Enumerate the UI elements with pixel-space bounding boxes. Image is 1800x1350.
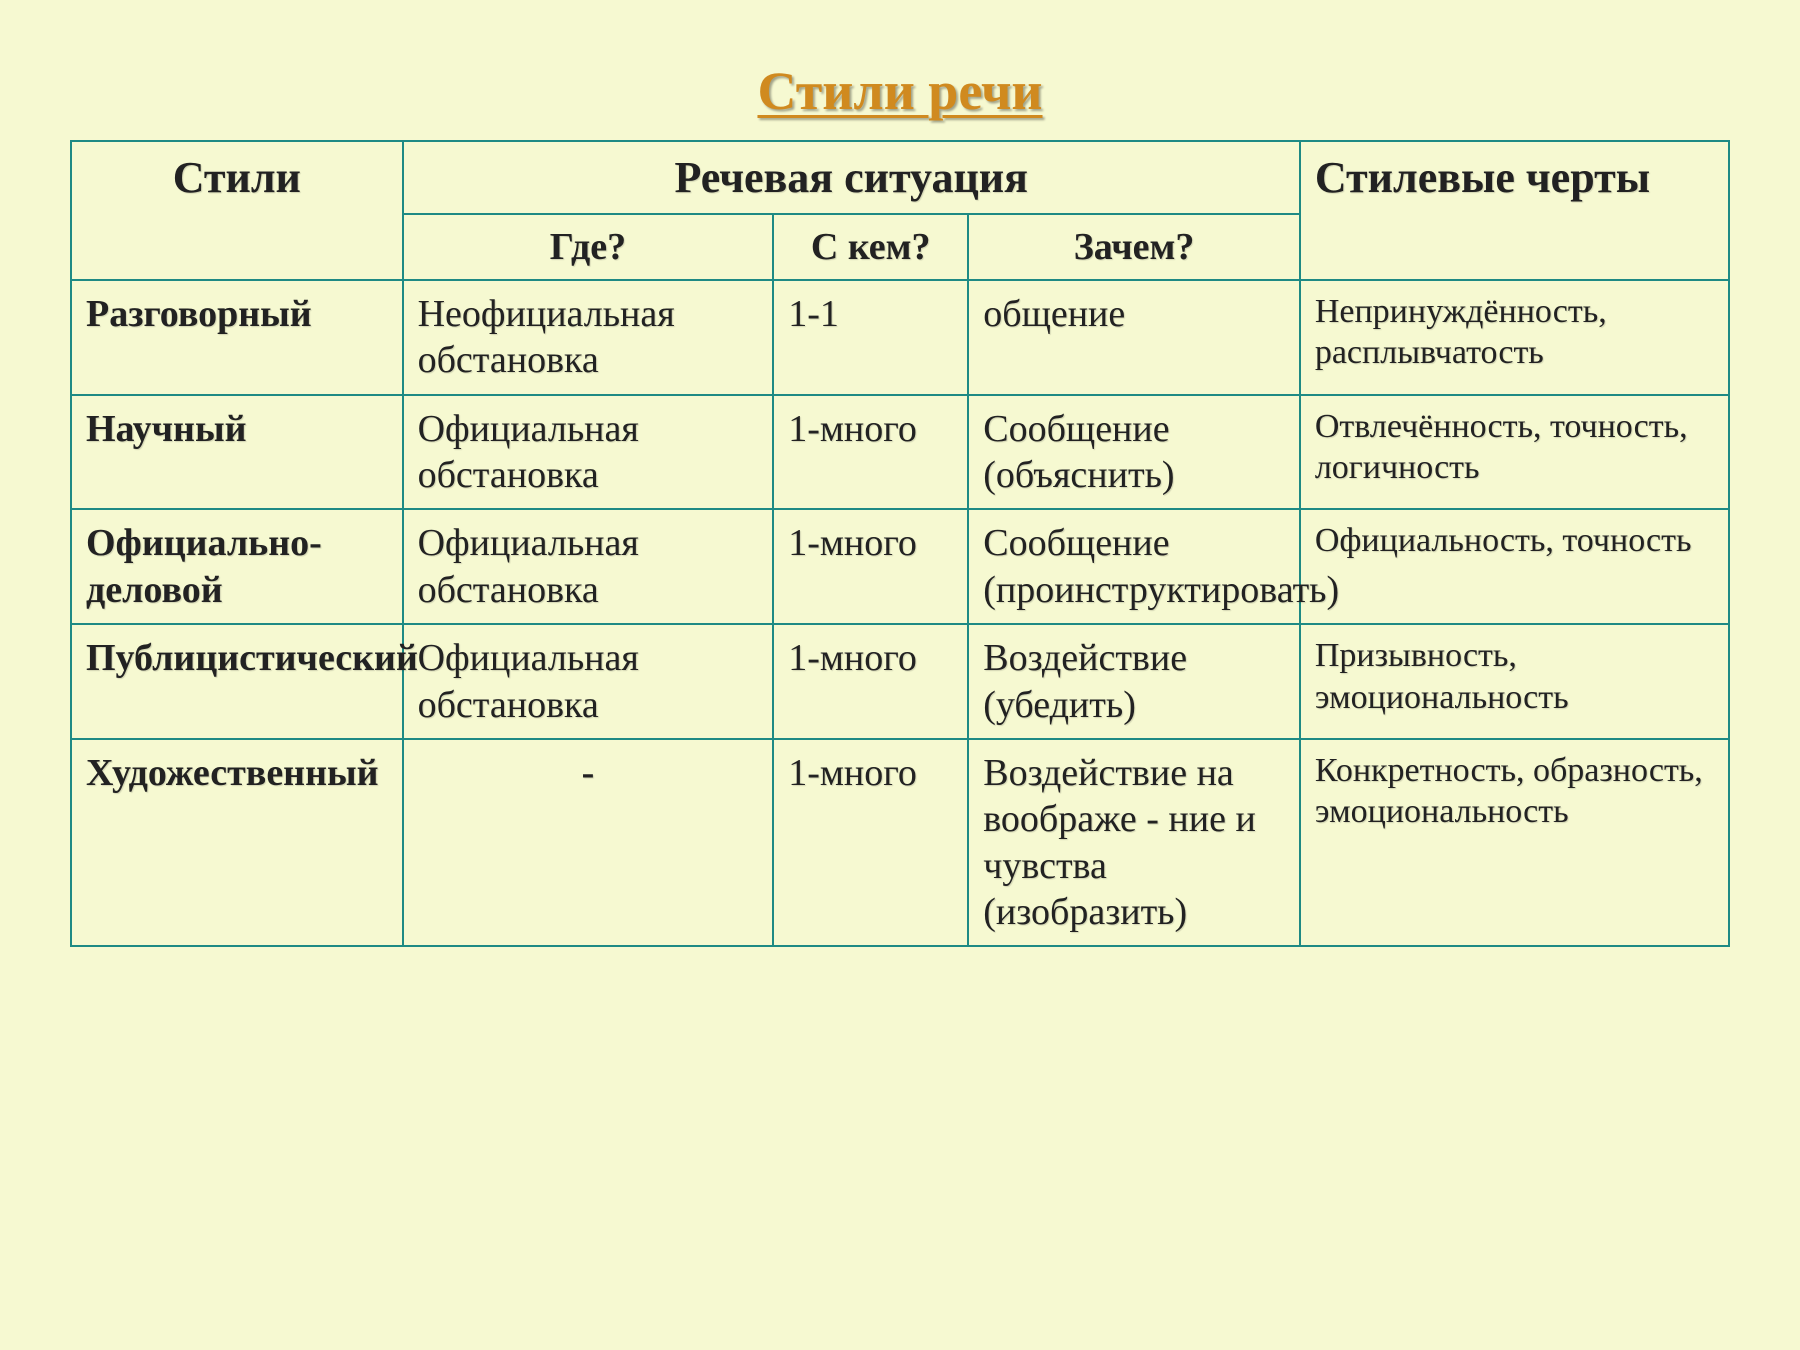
- table-row: Официально-деловой Официальная обстановк…: [71, 509, 1729, 624]
- cell-style: Научный: [71, 395, 403, 510]
- cell-with-whom: 1-много: [773, 509, 968, 624]
- header-styles: Стили: [71, 141, 403, 280]
- cell-style: Публицистический: [71, 624, 403, 739]
- cell-why: Сообщение (проинструктировать): [968, 509, 1300, 624]
- cell-why: Воздействие (убедить): [968, 624, 1300, 739]
- cell-where: Неофициальная обстановка: [403, 280, 774, 395]
- table-row: Разговорный Неофициальная обстановка 1-1…: [71, 280, 1729, 395]
- cell-why: общение: [968, 280, 1300, 395]
- cell-with-whom: 1-много: [773, 739, 968, 946]
- table-row: Публицистический Официальная обстановка …: [71, 624, 1729, 739]
- cell-where: Официальная обстановка: [403, 395, 774, 510]
- page-title: Стили речи: [70, 60, 1730, 122]
- cell-where: Официальная обстановка: [403, 624, 774, 739]
- styles-table: Стили Речевая ситуация Стилевые черты Гд…: [70, 140, 1730, 947]
- header-where: Где?: [403, 214, 774, 280]
- header-row-1: Стили Речевая ситуация Стилевые черты: [71, 141, 1729, 214]
- cell-traits: Конкретность, образность, эмоциональност…: [1300, 739, 1729, 946]
- cell-traits: Призывность, эмоциональность: [1300, 624, 1729, 739]
- header-traits: Стилевые черты: [1300, 141, 1729, 280]
- cell-with-whom: 1-много: [773, 395, 968, 510]
- cell-traits: Непринуждённость, расплывчатость: [1300, 280, 1729, 395]
- table-row: Научный Официальная обстановка 1-много С…: [71, 395, 1729, 510]
- header-situation: Речевая ситуация: [403, 141, 1300, 214]
- cell-with-whom: 1-1: [773, 280, 968, 395]
- cell-traits: Официальность, точность: [1300, 509, 1729, 624]
- header-with-whom: С кем?: [773, 214, 968, 280]
- cell-why: Воздействие на воображе - ние и чувства …: [968, 739, 1300, 946]
- cell-where: Официальная обстановка: [403, 509, 774, 624]
- cell-traits: Отвлечённость, точность, логичность: [1300, 395, 1729, 510]
- cell-style: Разговорный: [71, 280, 403, 395]
- cell-with-whom: 1-много: [773, 624, 968, 739]
- cell-style: Художественный: [71, 739, 403, 946]
- header-why: Зачем?: [968, 214, 1300, 280]
- cell-why: Сообщение (объяснить): [968, 395, 1300, 510]
- cell-where: -: [403, 739, 774, 946]
- slide: Стили речи Стили Речевая ситуация Стилев…: [0, 0, 1800, 987]
- cell-style: Официально-деловой: [71, 509, 403, 624]
- table-row: Художественный - 1-много Воздействие на …: [71, 739, 1729, 946]
